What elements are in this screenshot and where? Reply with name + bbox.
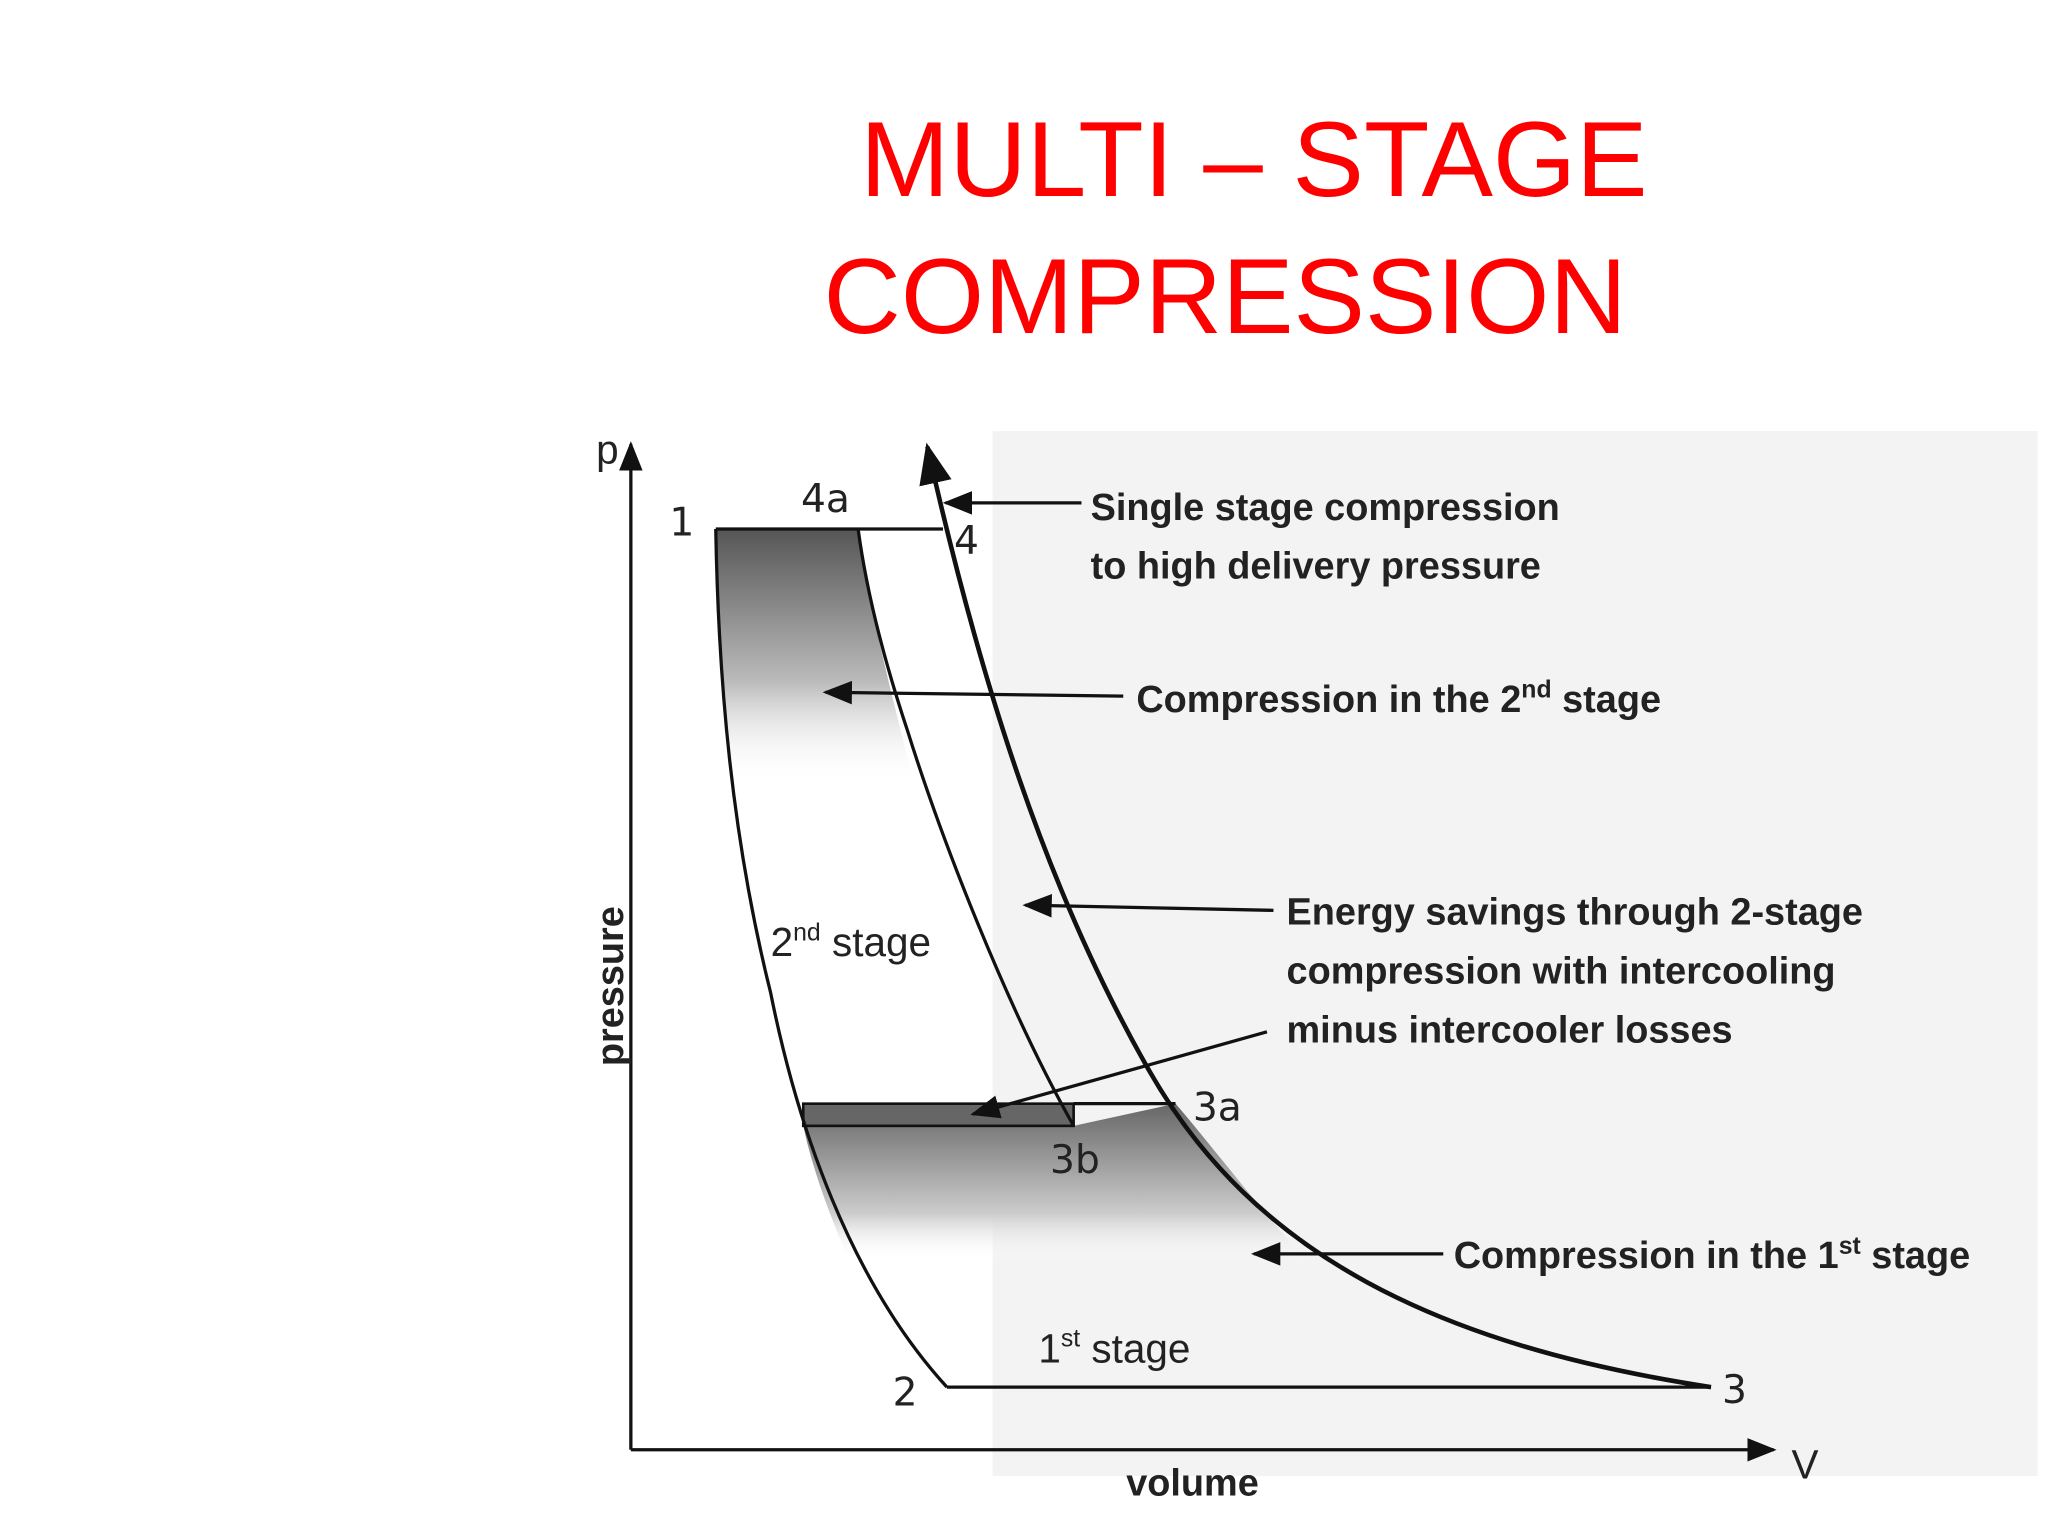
x-symbol: V: [1792, 1442, 1819, 1488]
y-label: pressure: [590, 906, 632, 1066]
point-label: 2: [893, 1370, 918, 1415]
second-stage-curve: [856, 528, 1076, 1127]
point-label: 4a: [801, 477, 850, 522]
annotation-arrow: [822, 680, 1124, 705]
annotation: Energy savings through 2-stage: [1287, 892, 1863, 934]
annotation: Compression in the 1st stage: [1454, 1233, 1970, 1277]
annotation-arrow: [1022, 893, 1274, 918]
point-label: 3a: [1193, 1086, 1242, 1131]
intercooler-loss: [801, 1102, 1075, 1128]
point-label: 3b: [1050, 1138, 1100, 1183]
title-line: MULTI – STAGE: [860, 99, 1647, 219]
annotation: to high delivery pressure: [1091, 546, 1541, 588]
annotation-arrow: [970, 1030, 1268, 1119]
region-label: 2nd stage: [771, 919, 931, 965]
point-label: 1: [669, 501, 694, 546]
annotation: Compression in the 2nd stage: [1136, 676, 1661, 720]
single-stage-curve: [919, 442, 1712, 1390]
point-label: 4: [954, 519, 979, 564]
annotation: Single stage compression: [1091, 487, 1560, 529]
annotation: minus intercooler losses: [1287, 1009, 1733, 1051]
title-line: COMPRESSION: [823, 236, 1626, 356]
first-stage-shade: [803, 1103, 1307, 1261]
x-label: volume: [1126, 1463, 1259, 1505]
isotherm-curve: [714, 528, 949, 1389]
y-symbol: p: [596, 427, 619, 473]
paper-background: [992, 431, 2038, 1476]
second-stage-shade: [715, 528, 915, 784]
point-label: 3: [1722, 1368, 1747, 1413]
annotation: compression with intercooling: [1287, 951, 1836, 993]
region-label: 1st stage: [1038, 1325, 1190, 1371]
